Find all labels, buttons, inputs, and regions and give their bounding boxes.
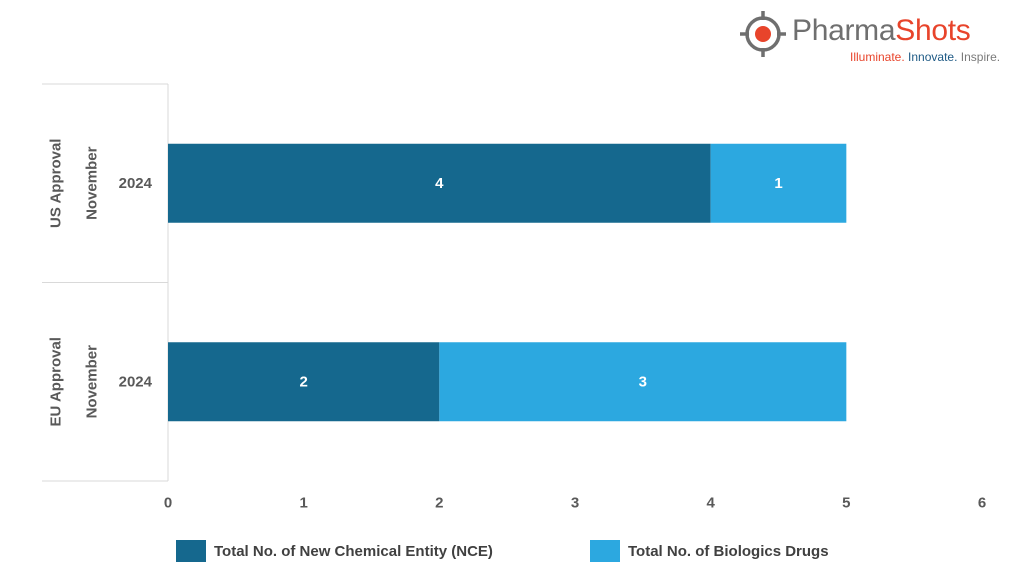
brand-name-part1: Pharma [792, 14, 896, 47]
x-tick-label: 0 [164, 495, 172, 512]
category-tick-label: 2024 [119, 373, 153, 390]
tagline-innovate: Innovate. [908, 50, 958, 64]
crosshair-logo-icon [740, 11, 786, 57]
bar-data-label: 4 [435, 175, 444, 192]
stacked-bar-chart: US Approval November 2024 4 1EU Approval Nove… [42, 83, 986, 512]
x-tick-label: 3 [571, 495, 579, 512]
group-sublabel: November [84, 345, 101, 419]
legend-swatch-biologics [590, 540, 620, 562]
bar-segment [168, 342, 440, 422]
brand-name: PharmaShots [792, 14, 971, 48]
legend-item-biologics: Total No. of Biologics Drugs [590, 538, 829, 564]
x-tick-label: 1 [299, 495, 307, 512]
x-tick-label: 4 [706, 495, 715, 512]
group-sublabel: November [84, 146, 101, 220]
bar-segment [439, 342, 847, 422]
brand-logo: PharmaShots Illuminate. Innovate. Inspir… [740, 8, 1010, 68]
legend-label-nce: Total No. of New Chemical Entity (NCE) [214, 542, 493, 560]
brand-name-part2: Shots [895, 14, 971, 47]
legend-item-nce: Total No. of New Chemical Entity (NCE) [176, 538, 493, 564]
x-tick-label: 5 [842, 495, 850, 512]
legend-swatch-nce [176, 540, 206, 562]
x-tick-label: 2 [435, 495, 443, 512]
bar-segment [168, 143, 711, 223]
tagline-inspire: Inspire. [960, 50, 1001, 64]
bar-data-label: 1 [774, 175, 782, 192]
bar-data-label: 2 [299, 373, 307, 390]
group-label: EU Approval [48, 337, 65, 426]
bar-data-label: 3 [639, 373, 647, 390]
tagline-illuminate: Illuminate. [850, 50, 905, 64]
chart-legend: Total No. of New Chemical Entity (NCE) T… [0, 538, 1024, 566]
legend-label-biologics: Total No. of Biologics Drugs [628, 542, 829, 560]
bar-segment [710, 143, 847, 223]
group-label: US Approval [48, 139, 65, 228]
x-tick-label: 6 [978, 495, 986, 512]
brand-tagline: Illuminate. Innovate. Inspire. [850, 50, 1000, 64]
category-tick-label: 2024 [119, 175, 153, 192]
